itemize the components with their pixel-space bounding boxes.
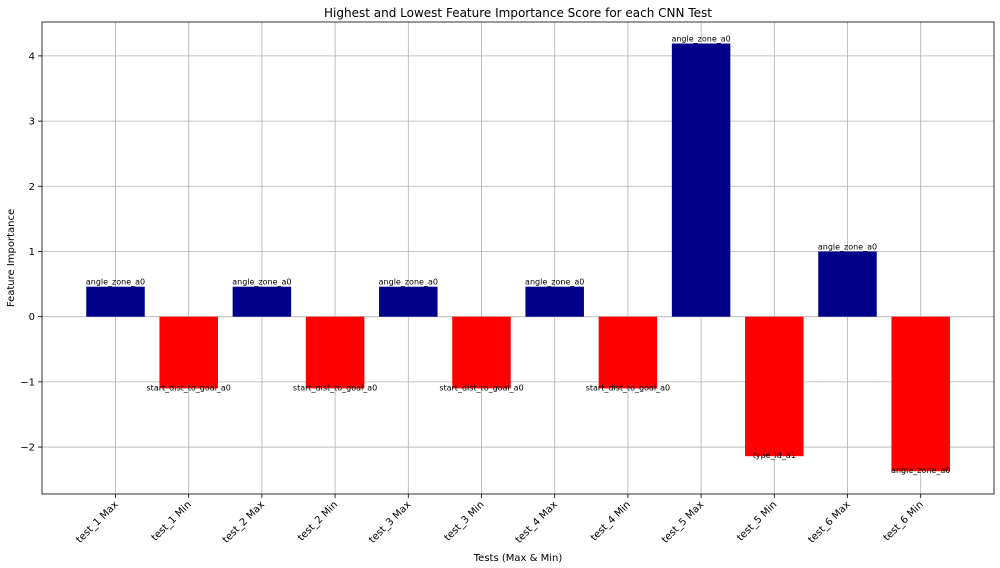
bar-test-2-max	[232, 286, 292, 317]
x-tick-label: test_2 Min	[296, 499, 340, 543]
bar-data-label: angle_zone_a0	[671, 35, 730, 44]
bar-data-label: start_dist_to_goal_a0	[586, 383, 670, 392]
bar-data-label: angle_zone_a0	[818, 242, 877, 251]
bar-test-3-min	[452, 316, 511, 389]
x-axis-ticks: test_1 Max test_1 Min test_2 Max test_2 Min…	[74, 494, 926, 546]
y-tick-label: −2	[20, 443, 35, 454]
bar-test-2-min	[305, 316, 365, 389]
bar-layer	[86, 43, 950, 472]
y-tick-label: 4	[29, 51, 35, 62]
bar-test-4-max	[525, 286, 584, 317]
x-tick-label: test_5 Min	[735, 499, 779, 543]
x-tick-label: test_4 Min	[589, 499, 633, 543]
bar-data-label: type_id_a1	[753, 451, 796, 460]
bar-data-label: angle_zone_a0	[525, 278, 584, 287]
bar-label-layer: angle_zone_a0 start_dist_to_goal_a0 angle_…	[86, 35, 950, 476]
bar-test-3-max	[379, 286, 438, 317]
bar-test-5-min	[745, 316, 804, 457]
x-tick-label: test_6 Max	[806, 499, 852, 545]
bar-test-6-min	[891, 316, 950, 472]
y-tick-label: 1	[29, 247, 35, 258]
bar-test-1-min	[159, 316, 218, 389]
x-tick-label: test_3 Min	[442, 499, 486, 543]
x-tick-label: test_6 Min	[882, 499, 926, 543]
bar-data-label: start_dist_to_goal_a0	[293, 383, 377, 392]
x-tick-label: test_4 Max	[514, 499, 560, 545]
y-tick-label: 0	[29, 312, 35, 323]
bar-data-label: angle_zone_a0	[86, 278, 145, 287]
chart-title: Highest and Lowest Feature Importance Sc…	[324, 6, 712, 20]
bar-data-label: start_dist_to_goal_a0	[147, 383, 231, 392]
y-tick-label: 2	[29, 182, 35, 193]
bar-test-5-max	[671, 43, 731, 317]
plot-frame	[41, 21, 995, 495]
bar-data-label: start_dist_to_goal_a0	[439, 383, 523, 392]
y-axis-ticks: −2 −1 0 1 2 3 4	[20, 51, 42, 454]
y-tick-label: −1	[20, 377, 35, 388]
x-axis-label: Tests (Max & Min)	[473, 553, 563, 564]
y-tick-label: 3	[29, 117, 35, 128]
x-tick-label: test_5 Max	[660, 499, 706, 545]
bar-test-6-max	[818, 251, 877, 317]
x-tick-label: test_1 Max	[74, 499, 120, 545]
bar-test-4-min	[598, 316, 658, 389]
x-tick-label: test_3 Max	[367, 499, 413, 545]
bar-test-1-max	[86, 286, 145, 317]
bar-data-label: angle_zone_a0	[379, 278, 438, 287]
x-tick-label: test_1 Min	[150, 499, 194, 543]
bar-data-label: angle_zone_a0	[232, 278, 291, 287]
y-axis-label: Feature Importance	[6, 209, 17, 307]
x-tick-label: test_2 Max	[221, 499, 267, 545]
bar-data-label: angle_zone_a0	[891, 466, 950, 475]
